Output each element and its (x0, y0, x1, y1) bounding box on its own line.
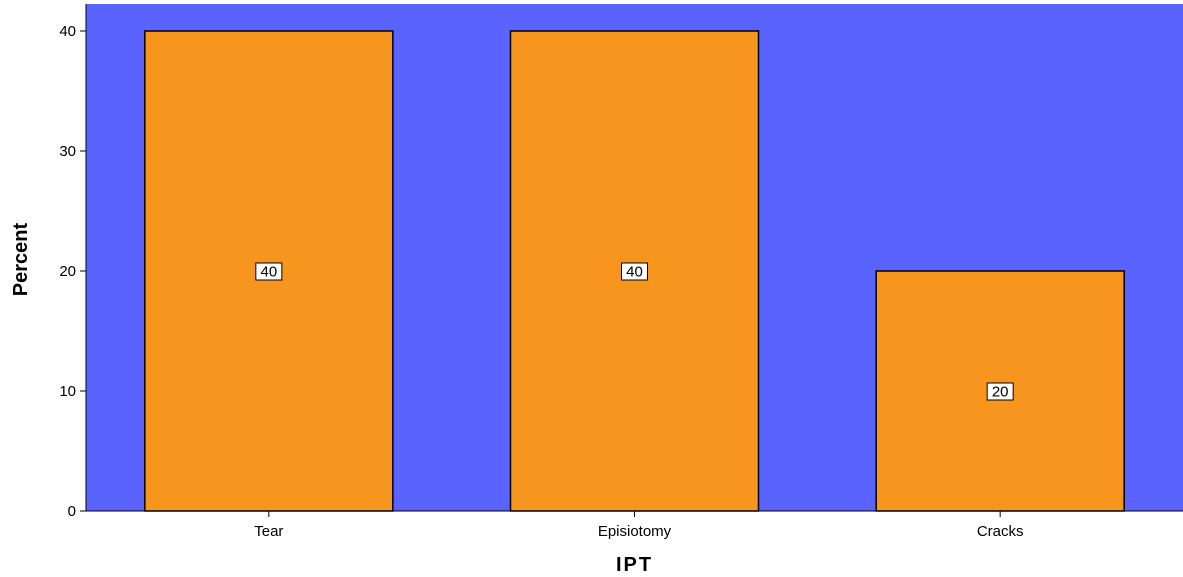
data-label-cracks: 20 (992, 384, 1009, 401)
data-label-box-episiotomy (621, 262, 648, 281)
data-label-box-cracks (986, 382, 1014, 401)
x-tick-label-tear: Tear (254, 523, 283, 540)
y-axis-ticks: 0 10 20 30 40 (59, 23, 86, 520)
y-tick-label: 30 (59, 143, 76, 160)
data-labels-group: 40 40 20 (255, 262, 1014, 401)
data-label-episiotomy: 40 (626, 264, 643, 281)
y-axis-title: Percent (10, 222, 32, 296)
x-tick-label-cracks: Cracks (977, 523, 1024, 540)
data-label-tear: 40 (260, 264, 277, 281)
y-tick-label: 20 (59, 263, 76, 280)
y-tick-label: 10 (59, 383, 76, 400)
y-tick-label: 0 (68, 503, 76, 520)
x-tick-label-episiotomy: Episiotomy (598, 523, 672, 540)
data-label-box-tear (255, 262, 283, 281)
x-axis-title: IPT (616, 554, 653, 576)
x-axis-ticks: Tear Episiotomy Cracks (254, 511, 1024, 540)
y-tick-label: 40 (59, 23, 76, 40)
